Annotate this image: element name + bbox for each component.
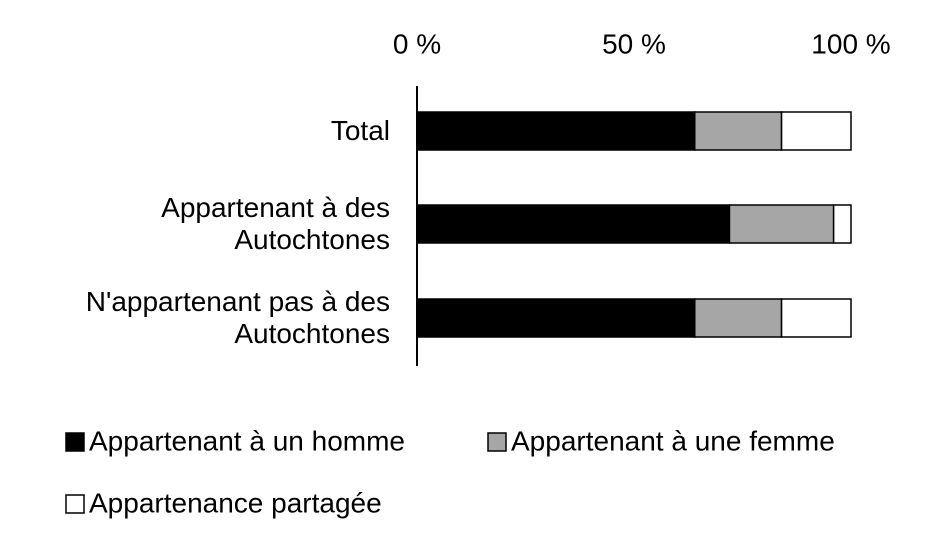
legend-swatch (487, 432, 507, 452)
category-label: N'appartenant pas à des Autochtones (85, 286, 390, 349)
bar-segment (780, 298, 852, 338)
x-tick-label: 0 % (393, 28, 441, 59)
bar-segment (728, 204, 835, 244)
legend-swatch (65, 432, 85, 452)
bar-segment (416, 298, 696, 338)
bar-segment (780, 111, 852, 151)
bar-segment (694, 298, 783, 338)
x-tick-label: 100 % (811, 28, 890, 59)
legend-label: Appartenance partagée (89, 487, 382, 518)
bar-segment (416, 111, 696, 151)
bar-segment (832, 204, 852, 244)
legend-label: Appartenant à un homme (89, 425, 405, 456)
x-tick-label: 50 % (602, 28, 666, 59)
legend-swatch (65, 494, 85, 514)
category-label: Total (330, 115, 390, 146)
legend-label: Appartenant à une femme (511, 425, 835, 456)
category-label: Appartenant à des Autochtones (161, 192, 390, 255)
bar-segment (694, 111, 783, 151)
bar-segment (416, 204, 731, 244)
